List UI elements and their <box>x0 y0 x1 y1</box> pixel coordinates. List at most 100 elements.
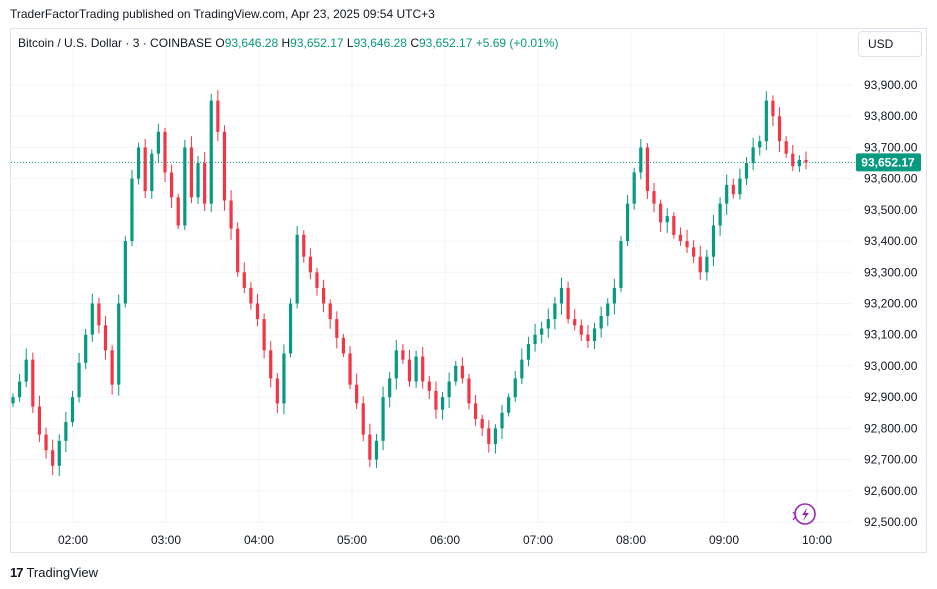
candle <box>361 396 365 442</box>
candle <box>302 230 306 263</box>
y-tick-label: 92,900.00 <box>864 390 918 404</box>
candle <box>639 139 643 180</box>
symbol-name: Bitcoin / U.S. Dollar · 3 · COINBASE <box>18 36 213 50</box>
candle <box>678 227 683 246</box>
candle <box>77 352 81 403</box>
candle <box>97 297 101 334</box>
candle <box>427 375 431 400</box>
candle <box>460 357 464 384</box>
candle <box>692 240 696 264</box>
candle <box>183 139 187 231</box>
candle <box>467 373 471 410</box>
candle <box>804 151 808 170</box>
candle <box>249 281 253 310</box>
close-label: C <box>410 36 419 50</box>
candle <box>507 393 511 417</box>
candle <box>705 249 709 281</box>
y-tick-label: 92,500.00 <box>864 515 918 529</box>
candle <box>209 93 213 213</box>
candle <box>434 381 438 419</box>
candle <box>553 296 557 330</box>
candle <box>11 393 15 408</box>
y-tick-label: 92,600.00 <box>864 484 918 498</box>
y-tick-label: 93,500.00 <box>864 203 918 217</box>
publish-info: TraderFactorTrading published on Trading… <box>10 7 435 21</box>
candle <box>269 340 273 388</box>
x-tick-label: 10:00 <box>802 533 832 547</box>
candle <box>559 277 564 315</box>
candle <box>487 420 491 453</box>
candle <box>685 229 689 253</box>
x-tick-label: 06:00 <box>430 533 460 547</box>
candle <box>255 293 260 327</box>
y-tick-label: 92,700.00 <box>864 453 918 467</box>
candle <box>672 212 676 239</box>
candle <box>355 373 359 410</box>
candle <box>447 372 451 409</box>
y-tick-label: 93,900.00 <box>864 78 918 92</box>
currency-button[interactable]: USD <box>858 31 922 57</box>
y-tick-label: 92,800.00 <box>864 421 918 435</box>
low-value: 93,646.28 <box>353 36 407 50</box>
candle <box>150 149 154 199</box>
symbol-legend: Bitcoin / U.S. Dollar · 3 · COINBASE O 93… <box>18 36 558 50</box>
y-tick-label: 93,400.00 <box>864 234 918 248</box>
replay-icon[interactable] <box>792 503 816 525</box>
candle <box>659 199 663 233</box>
candle <box>698 245 702 280</box>
candle <box>328 299 332 329</box>
candle <box>229 190 233 240</box>
candle <box>143 139 147 198</box>
candle <box>374 433 379 468</box>
candle <box>394 340 398 390</box>
candle <box>513 370 517 402</box>
candle <box>652 183 656 213</box>
candle <box>295 226 299 309</box>
candle <box>401 344 405 365</box>
candle <box>222 125 227 211</box>
price-axis: 92,500.00 92,600.00 92,700.00 92,800.00 92,9… <box>864 78 918 529</box>
footer-branding: 17 TradingView <box>10 563 98 581</box>
close-value: 93,652.17 <box>418 36 473 50</box>
candle <box>176 193 180 230</box>
candle <box>586 325 590 349</box>
candle <box>18 374 22 402</box>
candle <box>341 334 346 358</box>
candle <box>216 89 220 142</box>
candle <box>771 95 775 127</box>
last-price-marker: 93,652.17 <box>11 153 921 172</box>
candle <box>718 197 722 236</box>
candle <box>262 313 266 359</box>
candle <box>288 298 293 358</box>
candles <box>11 89 808 477</box>
candle <box>665 208 669 233</box>
candle <box>103 315 108 360</box>
candle <box>57 434 61 477</box>
candle <box>599 306 603 338</box>
candle <box>738 168 742 200</box>
candle <box>130 169 134 247</box>
candle <box>275 373 279 414</box>
candle <box>236 222 240 277</box>
candle <box>368 423 372 468</box>
candle <box>500 404 504 439</box>
candle <box>421 346 425 389</box>
x-tick-label: 04:00 <box>244 533 274 547</box>
candle <box>189 136 194 203</box>
candle <box>381 386 385 451</box>
candle <box>31 352 35 414</box>
candle <box>84 328 88 370</box>
grid-lines <box>11 33 852 523</box>
y-tick-label: 93,600.00 <box>864 172 918 186</box>
last-price-badge <box>856 153 921 172</box>
y-tick-label: 93,300.00 <box>864 265 918 279</box>
open-label: O <box>215 36 225 50</box>
candle <box>44 427 48 459</box>
candle <box>388 371 392 408</box>
candle <box>348 345 352 390</box>
candle <box>606 298 610 326</box>
candle <box>110 345 114 395</box>
candle <box>764 91 768 151</box>
candle <box>632 167 636 210</box>
